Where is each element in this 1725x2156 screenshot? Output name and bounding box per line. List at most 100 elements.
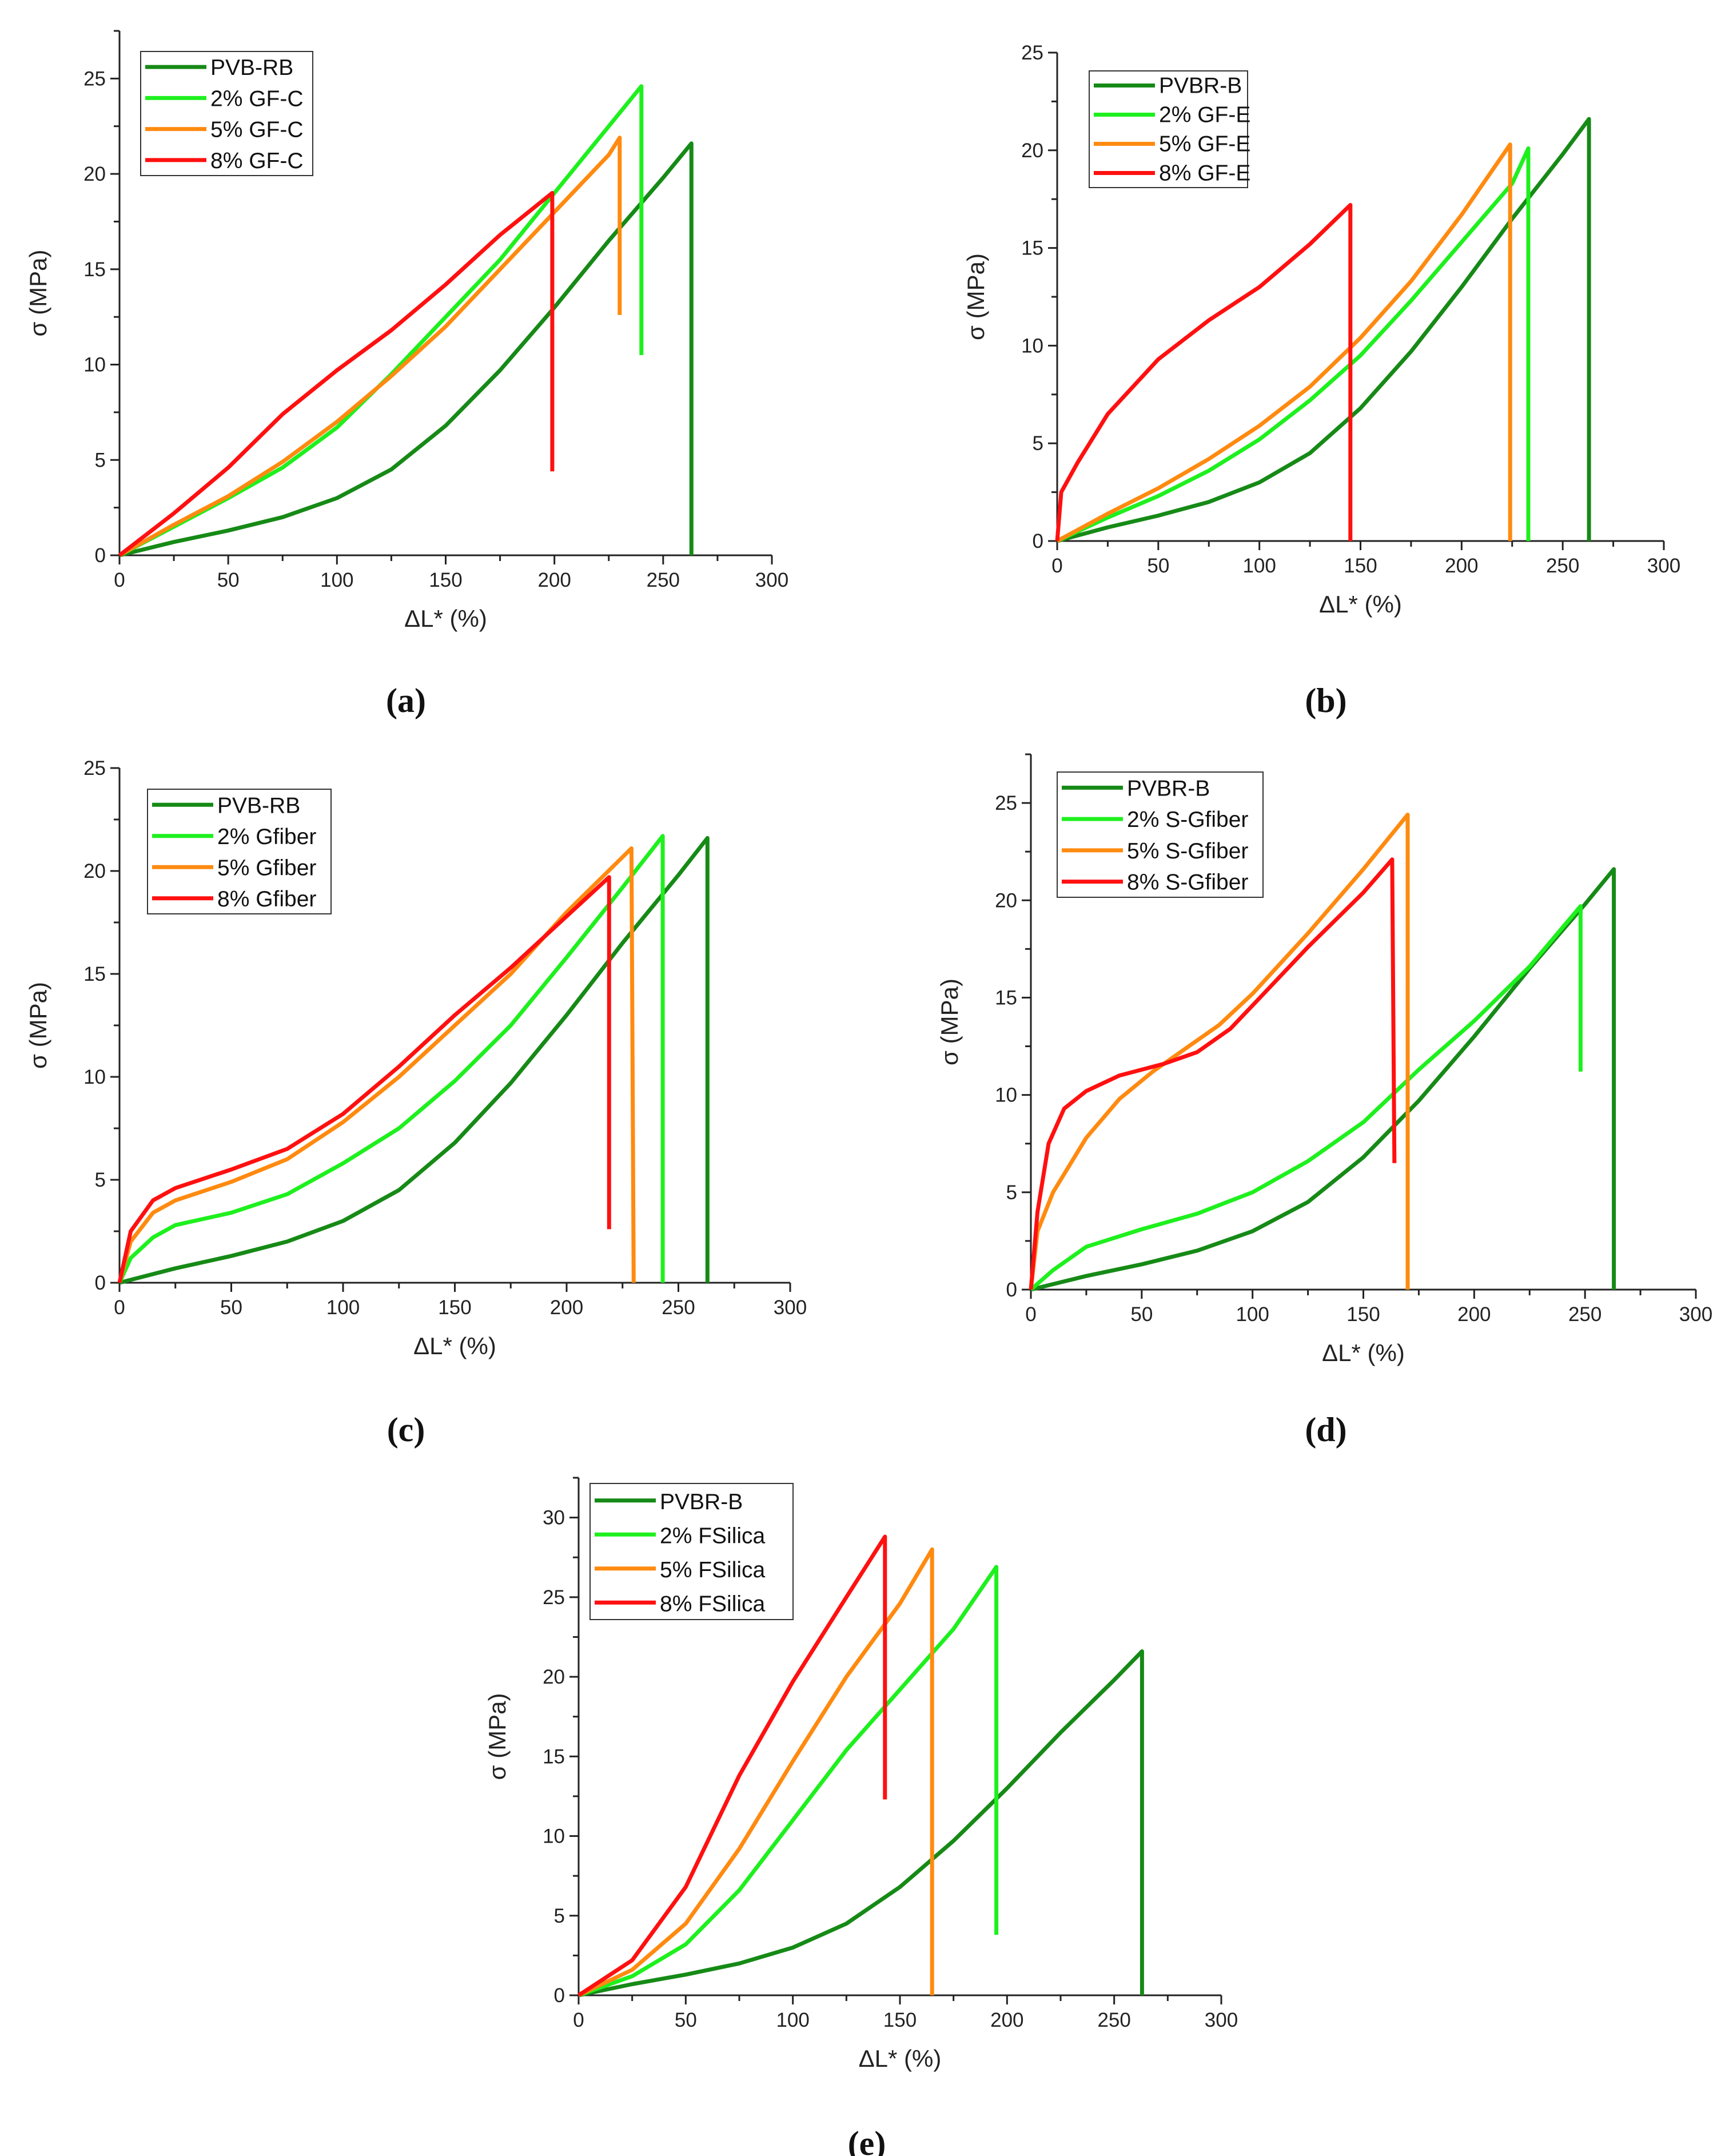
y-tick-label: 10 — [83, 354, 106, 376]
y-tick-label: 5 — [1033, 432, 1043, 455]
x-tick-label: 250 — [1546, 555, 1579, 577]
x-tick-label: 250 — [1097, 2009, 1130, 2031]
legend-box — [1089, 70, 1248, 188]
x-tick-label: 100 — [326, 1296, 360, 1319]
x-axis-title: ΔL* (%) — [404, 605, 487, 632]
legend-label: PVBR-B — [1159, 73, 1242, 98]
x-tick-label: 300 — [1205, 2009, 1238, 2031]
legend-label: 8% FSilica — [660, 1592, 766, 1617]
legend: PVB-RB 2% Gfiber 5% Gfiber 8% Gfiber — [147, 789, 332, 914]
panel-caption: (e) — [848, 2125, 886, 2156]
series-line-8-fsilica — [577, 1534, 887, 1997]
x-tick-label: 200 — [550, 1296, 583, 1319]
series-line-5-fsilica — [577, 1547, 934, 1998]
x-tick-label: 50 — [675, 2009, 697, 2031]
legend-label: 8% Gfiber — [217, 887, 316, 912]
y-tick-label: 25 — [83, 757, 106, 779]
legend-label: 2% GF-C — [210, 86, 304, 111]
y-tick-label: 20 — [543, 1666, 565, 1688]
legend-label: PVBR-B — [1127, 776, 1210, 801]
y-axis-title: σ (MPa) — [936, 978, 963, 1065]
y-tick-label: 15 — [1021, 237, 1043, 260]
x-tick-label: 200 — [990, 2009, 1023, 2031]
x-axis-title: ΔL* (%) — [859, 2045, 942, 2072]
y-tick-label: 5 — [1006, 1182, 1017, 1204]
x-tick-label: 300 — [1647, 555, 1680, 577]
chart-e: 0 50 100 150 200 250 300 0 5 10 15 20 25 30 ΔL* (%) σ (… — [484, 1477, 1238, 2156]
y-tick-label: 10 — [543, 1825, 565, 1848]
series-line-2-gf-e — [1056, 146, 1531, 543]
series-line-8-gfiber — [117, 875, 611, 1283]
legend: PVB-RB 2% GF-C 5% GF-C 8% GF-C — [140, 51, 313, 176]
series-line-2-gfiber — [117, 834, 665, 1284]
legend-label: PVBR-B — [660, 1490, 743, 1514]
x-tick-label: 50 — [1130, 1303, 1153, 1326]
x-tick-label: 200 — [1445, 555, 1478, 577]
y-tick-label: 0 — [95, 544, 106, 567]
y-tick-label: 15 — [995, 986, 1017, 1009]
legend-label: 5% GF-C — [210, 118, 304, 142]
x-tick-label: 150 — [429, 569, 462, 591]
y-tick-label: 20 — [83, 860, 106, 882]
y-tick-label: 0 — [95, 1272, 106, 1294]
y-axis-title: σ (MPa) — [962, 253, 989, 340]
legend-box — [589, 1483, 794, 1620]
y-tick-label: 0 — [1006, 1279, 1017, 1301]
series-line-8-s-gfiber — [1029, 857, 1397, 1290]
y-tick-label: 25 — [1021, 42, 1043, 64]
series-line-5-gfiber — [117, 846, 636, 1283]
legend-box — [147, 789, 332, 914]
series-line-8-gf-e — [1055, 202, 1353, 542]
y-tick-label: 15 — [83, 963, 106, 985]
x-tick-label: 50 — [220, 1296, 242, 1319]
y-tick-label: 10 — [995, 1084, 1017, 1107]
y-tick-label: 20 — [83, 163, 106, 185]
series-line-2-s-gfiber — [1029, 904, 1583, 1291]
legend-label: 2% S-Gfiber — [1127, 807, 1248, 832]
series-line-5-gf-c — [118, 136, 622, 558]
legend-label: 2% GF-E — [1159, 102, 1250, 127]
x-tick-label: 150 — [1344, 555, 1377, 577]
legend-label: 8% S-Gfiber — [1127, 870, 1248, 895]
legend: PVBR-B 2% FSilica 5% FSilica 8% FSilica — [589, 1483, 794, 1620]
panel-caption: (a) — [386, 682, 426, 719]
y-tick-label: 15 — [543, 1745, 565, 1768]
x-tick-label: 300 — [1679, 1303, 1712, 1326]
x-tick-label: 100 — [1236, 1303, 1269, 1326]
y-tick-label: 20 — [995, 889, 1017, 912]
x-tick-label: 200 — [1457, 1303, 1491, 1326]
x-tick-label: 200 — [537, 569, 571, 591]
x-axis-title: ΔL* (%) — [1322, 1339, 1405, 1366]
chart-b: 0 50 100 150 200 250 300 0 5 10 15 20 25 ΔL* (%) σ (MP… — [962, 42, 1680, 719]
legend-label: 8% GF-E — [1159, 161, 1250, 185]
legend-box — [140, 51, 313, 176]
legend-label: 2% Gfiber — [217, 825, 316, 849]
x-tick-label: 250 — [662, 1296, 695, 1319]
y-tick-label: 0 — [1033, 530, 1043, 552]
x-tick-label: 100 — [1242, 555, 1276, 577]
chart-c: 0 50 100 150 200 250 300 0 5 10 15 20 25 ΔL* (%) σ (MP… — [25, 757, 807, 1449]
x-tick-label: 0 — [1025, 1303, 1036, 1326]
x-tick-label: 0 — [573, 2009, 584, 2031]
y-tick-label: 15 — [83, 258, 106, 281]
x-tick-label: 50 — [1147, 555, 1169, 577]
panel-caption: (b) — [1305, 682, 1346, 719]
y-tick-label: 10 — [83, 1066, 106, 1088]
y-tick-label: 25 — [995, 792, 1017, 814]
x-tick-label: 100 — [776, 2009, 809, 2031]
series-line-pvbr-b — [1057, 117, 1591, 543]
legend-label: PVB-RB — [217, 793, 300, 818]
legend-box — [1057, 771, 1264, 898]
y-tick-label: 25 — [83, 67, 106, 90]
panel-caption: (d) — [1305, 1411, 1346, 1449]
y-tick-label: 5 — [95, 1169, 106, 1191]
y-tick-label: 25 — [543, 1586, 565, 1609]
series-line-5-gf-e — [1056, 142, 1512, 543]
x-tick-label: 150 — [883, 2009, 917, 2031]
series-line-5-s-gfiber — [1029, 813, 1410, 1290]
x-tick-label: 0 — [1051, 555, 1062, 577]
x-tick-label: 0 — [114, 1296, 125, 1319]
legend: PVBR-B 2% S-Gfiber 5% S-Gfiber 8% S-Gfiber — [1057, 771, 1264, 898]
y-tick-label: 5 — [554, 1905, 565, 1927]
legend-label: 8% GF-C — [210, 149, 304, 173]
